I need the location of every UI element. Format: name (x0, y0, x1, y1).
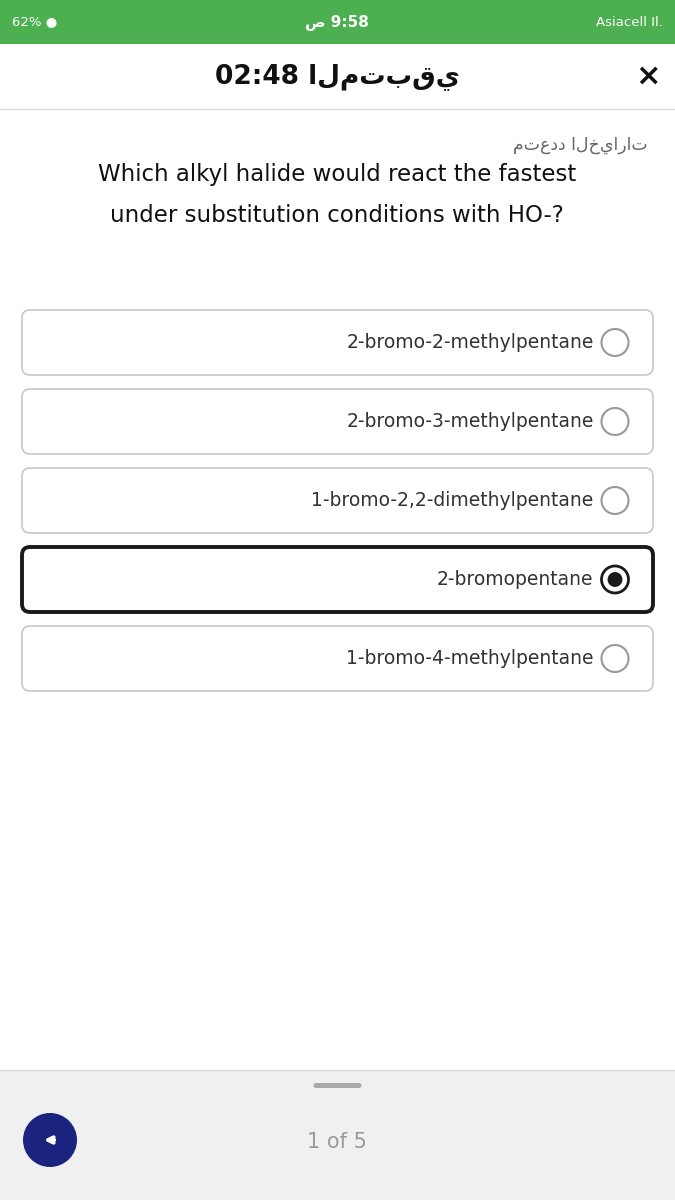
Text: Asiacell Il.: Asiacell Il. (596, 16, 663, 29)
Text: Which alkyl halide would react the fastest: Which alkyl halide would react the faste… (98, 163, 576, 186)
FancyBboxPatch shape (0, 0, 675, 44)
Text: ×: × (635, 62, 661, 91)
FancyBboxPatch shape (22, 389, 653, 454)
FancyBboxPatch shape (22, 547, 653, 612)
Text: 1-bromo-2,2-dimethylpentane: 1-bromo-2,2-dimethylpentane (311, 491, 593, 510)
Text: 1-bromo-4-methylpentane: 1-bromo-4-methylpentane (346, 649, 593, 668)
Text: 2-bromopentane: 2-bromopentane (437, 570, 593, 589)
Text: متعدد الخيارات: متعدد الخيارات (513, 136, 648, 154)
FancyBboxPatch shape (22, 626, 653, 691)
Circle shape (601, 646, 628, 672)
Circle shape (601, 566, 628, 593)
FancyBboxPatch shape (0, 44, 675, 109)
Circle shape (23, 1114, 77, 1166)
FancyBboxPatch shape (22, 310, 653, 374)
Text: ص 9:58: ص 9:58 (305, 14, 369, 30)
FancyBboxPatch shape (0, 109, 675, 1070)
Circle shape (601, 329, 628, 356)
Circle shape (601, 487, 628, 514)
Text: 1 of 5: 1 of 5 (307, 1132, 367, 1152)
Text: 2-bromo-2-methylpentane: 2-bromo-2-methylpentane (346, 332, 593, 352)
Circle shape (608, 572, 622, 587)
Circle shape (601, 408, 628, 434)
FancyBboxPatch shape (0, 1070, 675, 1200)
Text: 02:48 المتبقي: 02:48 المتبقي (215, 64, 460, 90)
FancyBboxPatch shape (22, 468, 653, 533)
Text: 62% ●: 62% ● (12, 16, 57, 29)
Text: under substitution conditions with HO-?: under substitution conditions with HO-? (110, 204, 564, 227)
FancyBboxPatch shape (313, 1082, 362, 1088)
Text: 2-bromo-3-methylpentane: 2-bromo-3-methylpentane (346, 412, 593, 431)
